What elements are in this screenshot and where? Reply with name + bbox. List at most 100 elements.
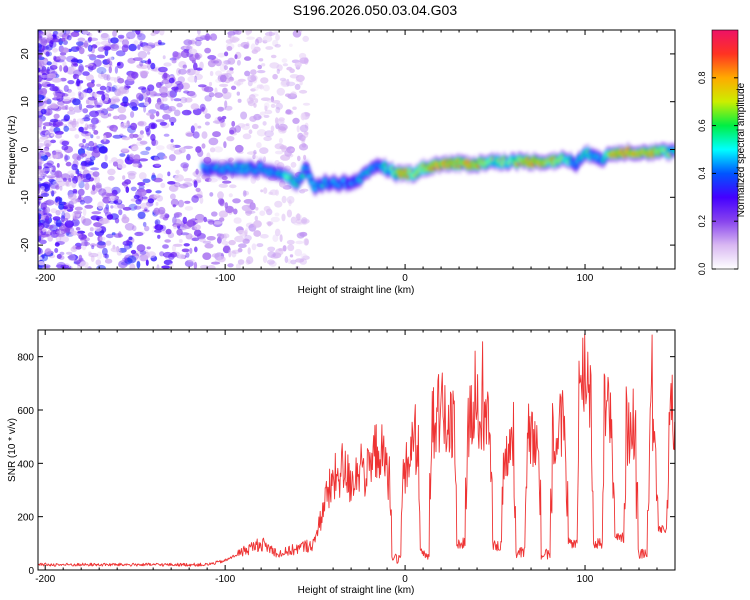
noise-blob (172, 52, 182, 59)
noise-blob (285, 93, 291, 97)
noise-blob (72, 98, 81, 106)
noise-blob (48, 70, 58, 74)
noise-blob (42, 264, 51, 269)
noise-blob (251, 76, 258, 84)
noise-blob (162, 216, 169, 221)
noise-blob (222, 180, 232, 184)
noise-blob (59, 251, 65, 256)
noise-blob (105, 233, 114, 239)
top-y-axis-label: Frequency (Hz) (7, 116, 18, 185)
noise-blob (234, 235, 245, 243)
noise-blob (170, 138, 174, 143)
noise-blob (107, 38, 113, 44)
noise-blob (193, 62, 198, 71)
noise-blob (222, 87, 228, 94)
y-tick-label: 400 (17, 459, 34, 470)
noise-blob (143, 101, 150, 107)
noise-blob (163, 155, 168, 159)
noise-blob (289, 254, 294, 258)
noise-blob (172, 144, 181, 148)
noise-blob (79, 261, 89, 268)
noise-blob (190, 125, 195, 134)
noise-blob (55, 219, 62, 228)
noise-blob (181, 248, 190, 253)
noise-blob (255, 36, 263, 44)
noise-blob (145, 189, 152, 194)
noise-blob (297, 155, 301, 162)
noise-blob (176, 228, 183, 236)
noise-blob (106, 81, 112, 89)
noise-blob (304, 238, 309, 246)
noise-blob (163, 133, 170, 137)
noise-blob (250, 74, 258, 82)
noise-blob (49, 118, 59, 123)
noise-blob (303, 238, 309, 246)
noise-blob (98, 217, 109, 225)
noise-blob (168, 263, 174, 269)
noise-blob (226, 136, 235, 142)
noise-blob (142, 196, 148, 200)
noise-blob (46, 61, 52, 66)
figure-title: S196.2026.050.03.04.G03 (293, 2, 457, 18)
noise-blob (137, 120, 147, 127)
noise-blob (59, 104, 66, 110)
noise-blob (103, 207, 109, 214)
noise-blob (236, 59, 241, 66)
noise-blob (113, 77, 118, 83)
noise-blob (253, 230, 262, 237)
noise-blob (263, 114, 270, 118)
noise-blob (93, 130, 99, 135)
noise-blob (121, 136, 131, 141)
noise-blob (56, 163, 60, 168)
noise-blob (243, 190, 250, 196)
noise-blob (261, 63, 266, 67)
noise-blob (235, 30, 242, 35)
noise-blob (169, 116, 177, 124)
noise-blob (81, 162, 86, 170)
noise-blob (275, 34, 280, 41)
noise-blob (114, 45, 122, 50)
noise-blob (203, 86, 214, 93)
noise-blob (78, 64, 84, 72)
noise-blob (38, 142, 44, 148)
noise-blob (46, 83, 55, 87)
noise-blob (94, 226, 102, 232)
noise-blob (49, 40, 54, 48)
noise-blob (264, 31, 275, 37)
noise-blob (162, 114, 171, 120)
noise-blob (153, 156, 159, 161)
noise-blob (201, 143, 206, 149)
noise-blob (136, 260, 141, 269)
noise-blob (117, 106, 127, 114)
noise-blob (128, 172, 136, 180)
noise-blob (207, 220, 215, 225)
noise-blob (174, 87, 179, 93)
noise-blob (238, 243, 247, 248)
noise-blob (117, 163, 127, 169)
noise-blob (117, 203, 125, 209)
noise-blob (78, 103, 83, 111)
noise-blob (242, 190, 247, 197)
noise-blob (38, 74, 42, 78)
noise-blob (137, 121, 145, 126)
noise-blob (99, 85, 107, 91)
noise-blob (139, 70, 149, 76)
noise-blob (217, 197, 225, 205)
noise-blob (286, 209, 292, 218)
noise-blob (82, 208, 87, 217)
noise-blob (117, 77, 125, 84)
noise-blob (80, 241, 91, 246)
noise-blob (207, 55, 217, 60)
noise-blob (184, 200, 191, 204)
noise-blob (274, 200, 283, 208)
noise-blob (171, 244, 177, 252)
noise-blob (117, 198, 122, 204)
noise-blob (217, 106, 224, 112)
noise-blob (84, 204, 94, 209)
noise-blob (52, 47, 58, 53)
noise-blob (294, 248, 303, 257)
noise-blob (218, 183, 228, 188)
noise-blob (82, 30, 90, 35)
noise-blob (178, 239, 183, 243)
